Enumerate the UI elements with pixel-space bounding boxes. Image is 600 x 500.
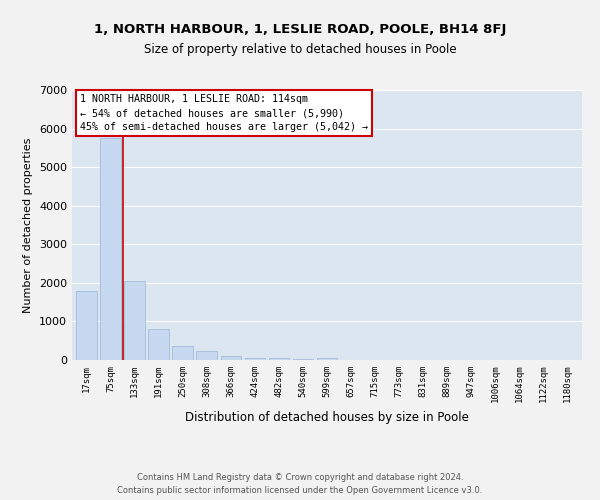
Text: 1 NORTH HARBOUR, 1 LESLIE ROAD: 114sqm
← 54% of detached houses are smaller (5,9: 1 NORTH HARBOUR, 1 LESLIE ROAD: 114sqm ←…	[80, 94, 368, 132]
Bar	[317, 358, 337, 360]
Bar	[100, 138, 121, 360]
Bar	[293, 359, 313, 360]
Bar	[196, 352, 217, 360]
Bar	[269, 358, 289, 360]
Bar	[76, 290, 97, 360]
Text: Contains HM Land Registry data © Crown copyright and database right 2024.
Contai: Contains HM Land Registry data © Crown c…	[118, 474, 482, 495]
Text: Size of property relative to detached houses in Poole: Size of property relative to detached ho…	[143, 42, 457, 56]
Text: 1, NORTH HARBOUR, 1, LESLIE ROAD, POOLE, BH14 8FJ: 1, NORTH HARBOUR, 1, LESLIE ROAD, POOLE,…	[94, 22, 506, 36]
Bar	[245, 358, 265, 360]
Bar	[124, 280, 145, 360]
X-axis label: Distribution of detached houses by size in Poole: Distribution of detached houses by size …	[185, 411, 469, 424]
Bar	[172, 346, 193, 360]
Bar	[221, 356, 241, 360]
Y-axis label: Number of detached properties: Number of detached properties	[23, 138, 34, 312]
Bar	[148, 329, 169, 360]
